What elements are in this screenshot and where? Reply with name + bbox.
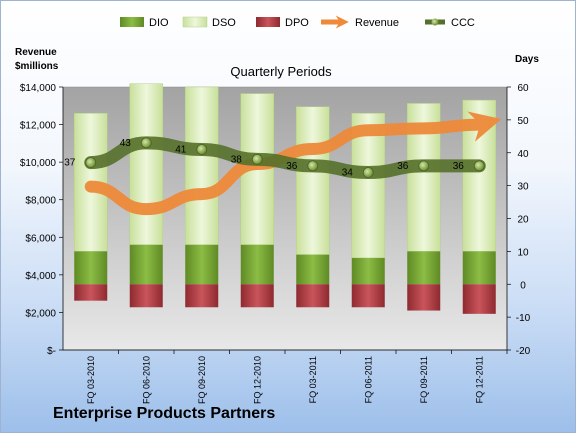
ccc-data-label: 37 bbox=[64, 158, 76, 169]
y-right-tick-label: 0 bbox=[520, 280, 526, 291]
y-left-tick-label: $2,000 bbox=[25, 308, 56, 319]
ccc-data-label: 38 bbox=[231, 154, 243, 165]
y-left-ticks: $- $2,000 $4,000 $6,000 $8,000 $10,000 $12,000… bbox=[20, 83, 63, 357]
x-tick-label: FQ 09-2010 bbox=[197, 356, 207, 404]
y-left-axis-title-line1: Revenue bbox=[15, 47, 57, 58]
y-right-tick-label: 50 bbox=[517, 116, 529, 127]
ccc-data-label: 36 bbox=[286, 161, 298, 172]
bar-dso bbox=[129, 83, 163, 246]
x-tick-label: FQ 06-2010 bbox=[141, 356, 151, 404]
bar-dpo bbox=[74, 284, 108, 301]
legend-swatch-dio bbox=[120, 17, 144, 27]
bar-dpo bbox=[351, 284, 385, 308]
legend-swatch-dpo bbox=[256, 17, 280, 27]
y-right-tick-label: 10 bbox=[517, 247, 529, 258]
bar-dpo bbox=[407, 284, 441, 311]
bar-dio bbox=[129, 244, 163, 285]
bar-dio bbox=[74, 251, 108, 285]
ccc-point bbox=[140, 137, 152, 149]
y-left-axis-title-line2: $millions bbox=[15, 61, 59, 72]
y-right-tick-label: 30 bbox=[517, 182, 529, 193]
bar-dio bbox=[185, 244, 219, 285]
ccc-data-label: 36 bbox=[453, 161, 465, 172]
legend-label-ccc: CCC bbox=[451, 17, 475, 29]
ccc-data-label: 34 bbox=[342, 167, 354, 178]
bar-dpo bbox=[296, 284, 330, 308]
company-name: Enterprise Products Partners bbox=[53, 405, 276, 422]
ccc-data-label: 41 bbox=[175, 144, 187, 155]
ccc-data-label: 43 bbox=[120, 138, 132, 149]
y-left-tick-label: $12,000 bbox=[20, 121, 57, 132]
bar-dio bbox=[351, 257, 385, 285]
ccc-point bbox=[251, 153, 263, 165]
y-right-tick-label: 60 bbox=[517, 83, 529, 94]
y-left-tick-label: $- bbox=[47, 346, 56, 357]
x-tick-label: FQ 03-2011 bbox=[308, 356, 318, 403]
legend-swatch-dso bbox=[182, 16, 208, 28]
ccc-point bbox=[362, 167, 374, 178]
legend: DIO DSO DPO Revenue CCC bbox=[120, 15, 475, 29]
bar-dio bbox=[240, 244, 274, 285]
ccc-point bbox=[307, 160, 319, 172]
legend-label-dpo: DPO bbox=[285, 17, 309, 29]
x-tick-label: FQ 12-2010 bbox=[252, 356, 262, 404]
legend-label-dso: DSO bbox=[212, 17, 236, 29]
bar-dio bbox=[407, 251, 441, 285]
y-right-tick-label: -20 bbox=[516, 346, 531, 357]
y-left-tick-label: $8,000 bbox=[25, 196, 56, 207]
x-ticks: FQ 03-2010 FQ 06-2010 FQ 09-2010 FQ 12-2010… bbox=[86, 350, 508, 404]
y-right-tick-label: -10 bbox=[516, 313, 531, 324]
ccc-point bbox=[196, 144, 208, 155]
bar-dpo bbox=[185, 284, 219, 308]
legend-label-dio: DIO bbox=[149, 17, 169, 29]
y-left-tick-label: $10,000 bbox=[20, 158, 57, 169]
ccc-data-label: 36 bbox=[397, 161, 409, 172]
y-right-axis-title: Days bbox=[515, 54, 539, 65]
y-right-tick-label: 40 bbox=[517, 149, 529, 160]
y-left-tick-label: $14,000 bbox=[20, 83, 57, 94]
ccc-point bbox=[85, 157, 97, 169]
x-tick-label: FQ 03-2010 bbox=[86, 356, 96, 404]
legend-label-revenue: Revenue bbox=[355, 17, 399, 29]
y-right-ticks: -20 -10 0 10 20 30 40 50 60 bbox=[507, 83, 531, 357]
y-left-tick-label: $6,000 bbox=[25, 233, 56, 244]
ccc-series: 37 43 41 38 36 34 36 36 bbox=[64, 136, 486, 179]
legend-swatch-ccc-dot bbox=[431, 18, 439, 26]
x-tick-label: FQ 09-2011 bbox=[419, 356, 429, 403]
y-right-tick-label: 20 bbox=[517, 215, 529, 226]
plot-title: Quarterly Periods bbox=[230, 64, 332, 79]
bar-dio bbox=[462, 251, 496, 285]
bar-dio bbox=[296, 254, 330, 285]
y-left-tick-label: $4,000 bbox=[25, 271, 56, 282]
bar-dso bbox=[296, 106, 330, 255]
ccc-point bbox=[473, 160, 485, 172]
bar-dpo bbox=[462, 284, 496, 314]
ccc-point bbox=[418, 160, 430, 172]
bar-dso bbox=[185, 86, 219, 246]
bar-dpo bbox=[129, 284, 163, 308]
x-tick-label: FQ 06-2011 bbox=[363, 356, 373, 403]
bar-dpo bbox=[240, 284, 274, 308]
x-tick-label: FQ 12-2011 bbox=[474, 356, 484, 403]
